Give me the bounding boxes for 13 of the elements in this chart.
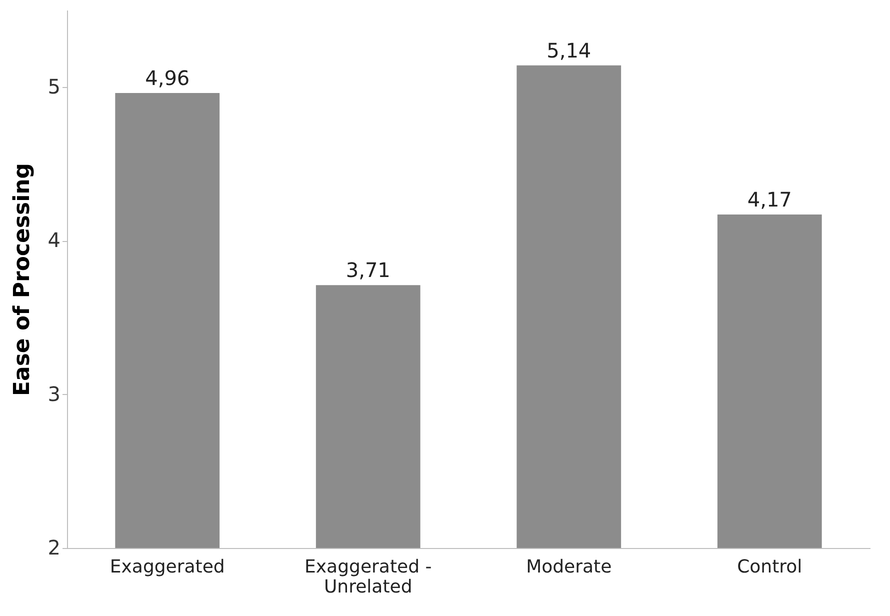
y-axis-title: Ease of Processing bbox=[10, 162, 35, 396]
x-tick-label: Exaggerated - Unrelated bbox=[304, 556, 432, 598]
x-tick-label: Moderate bbox=[526, 556, 612, 578]
x-tick-label: Exaggerated bbox=[110, 556, 225, 578]
y-tick-label: 5 bbox=[48, 74, 60, 98]
data-label: 5,14 bbox=[546, 38, 592, 62]
y-tick-label: 3 bbox=[48, 382, 60, 406]
y-tick-label: 4 bbox=[48, 228, 60, 252]
data-label: 4,17 bbox=[747, 187, 792, 212]
y-tick-label: 2 bbox=[48, 536, 60, 560]
x-tick-label: Control bbox=[737, 556, 802, 578]
data-label: 4,96 bbox=[145, 66, 190, 90]
data-label: 3,71 bbox=[346, 258, 390, 282]
